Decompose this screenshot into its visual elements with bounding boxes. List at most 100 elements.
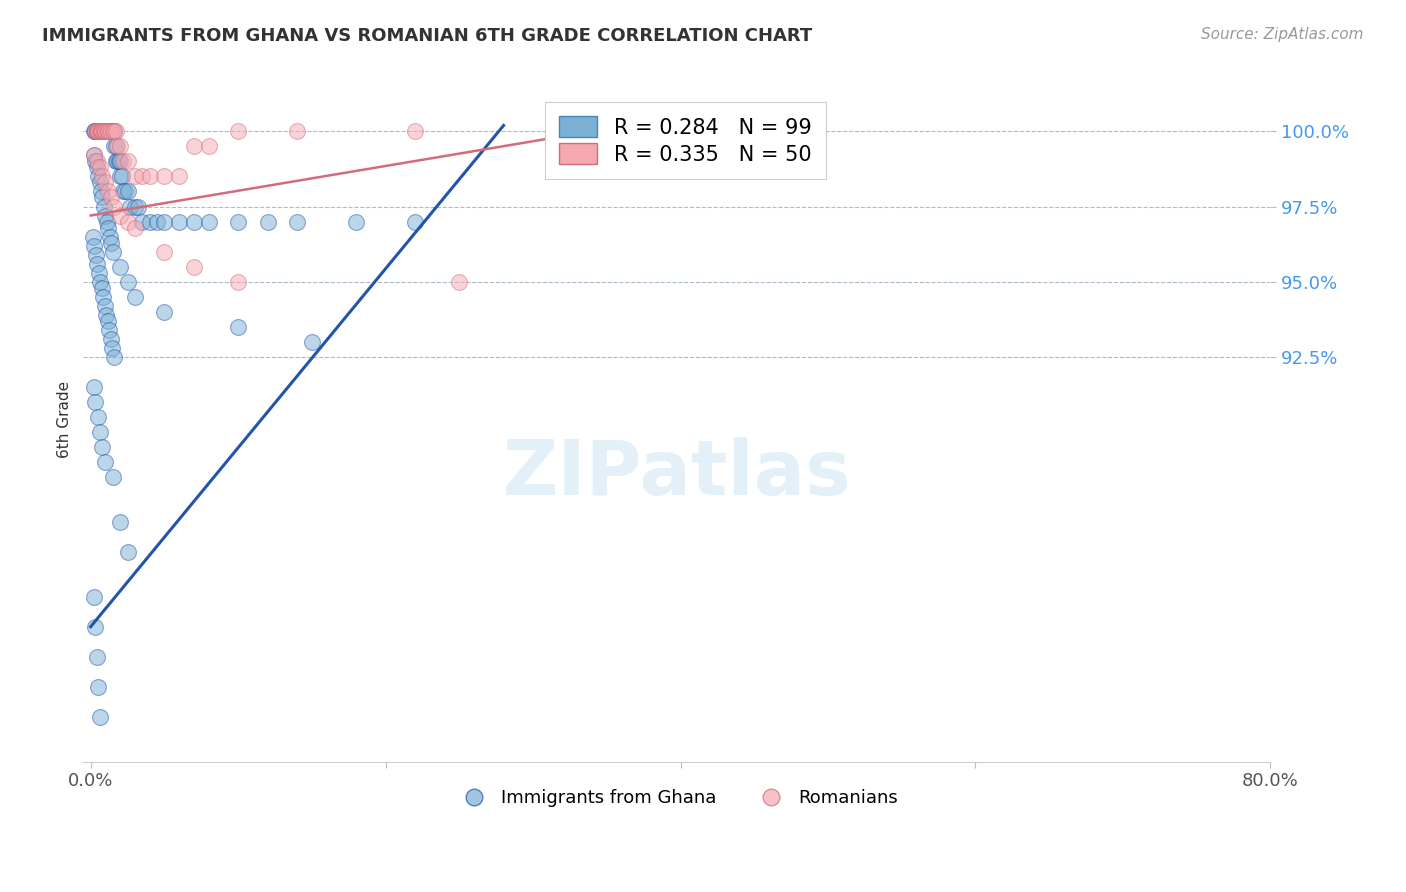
Point (84, 154, 107, 169)
Point (138, 214, 160, 228)
Point (93, 124, 115, 138)
Point (93, 200, 115, 214)
Point (83, 124, 105, 138)
Point (94, 124, 117, 138)
Point (87, 409, 110, 424)
Point (256, 214, 278, 228)
Point (89, 425, 111, 439)
Point (96, 124, 118, 138)
Point (84, 124, 107, 138)
Point (86, 256, 108, 270)
Point (86, 649, 108, 664)
Point (101, 124, 124, 138)
Point (138, 169, 160, 184)
Point (94, 176, 117, 190)
Point (131, 169, 153, 184)
Point (97, 124, 120, 138)
Point (226, 319, 249, 334)
Point (97, 313, 120, 327)
Point (94, 209, 117, 223)
Point (84, 124, 107, 138)
Point (100, 332, 122, 346)
Point (98, 124, 121, 138)
Point (87, 124, 110, 138)
Point (87, 124, 110, 138)
Point (114, 185, 136, 199)
Y-axis label: 6th Grade: 6th Grade (58, 381, 72, 458)
Point (91, 124, 114, 138)
Point (107, 154, 129, 169)
Point (449, 275, 471, 289)
Text: Source: ZipAtlas.com: Source: ZipAtlas.com (1201, 27, 1364, 42)
Point (93, 299, 115, 313)
Point (83, 148, 105, 162)
Point (97, 185, 120, 199)
Point (404, 124, 426, 138)
Point (197, 214, 219, 228)
Point (96, 124, 118, 138)
Point (285, 124, 308, 138)
Point (105, 139, 128, 153)
Point (84, 620, 107, 634)
Point (117, 185, 139, 199)
Point (153, 169, 176, 184)
Point (108, 169, 131, 184)
Point (100, 124, 122, 138)
Point (97, 124, 120, 138)
Point (83, 379, 105, 393)
Point (93, 124, 115, 138)
Point (104, 154, 127, 169)
Point (97, 220, 120, 235)
Point (183, 214, 205, 228)
Legend: Immigrants from Ghana, Romanians: Immigrants from Ghana, Romanians (449, 782, 905, 814)
Point (100, 124, 122, 138)
Point (89, 275, 111, 289)
Point (91, 289, 114, 303)
Point (153, 214, 176, 228)
Point (94, 124, 117, 138)
Point (104, 124, 127, 138)
Point (87, 680, 110, 694)
Point (117, 544, 139, 558)
Point (101, 469, 124, 483)
Point (91, 124, 114, 138)
Point (124, 289, 146, 303)
Point (301, 334, 323, 349)
Point (96, 124, 118, 138)
Point (90, 124, 112, 138)
Point (103, 124, 125, 138)
Point (94, 308, 117, 322)
Point (86, 124, 108, 138)
Point (404, 214, 426, 228)
Point (96, 214, 118, 228)
Point (105, 154, 128, 169)
Point (86, 124, 108, 138)
Point (112, 185, 135, 199)
Point (98, 124, 121, 138)
Point (84, 247, 107, 261)
Point (91, 190, 114, 204)
Point (146, 214, 169, 228)
Point (98, 124, 121, 138)
Point (91, 440, 114, 454)
Point (112, 154, 135, 169)
Point (94, 124, 117, 138)
Point (120, 200, 142, 214)
Point (94, 124, 117, 138)
Point (89, 124, 111, 138)
Point (90, 185, 112, 199)
Point (98, 229, 121, 244)
Point (86, 161, 108, 175)
Point (83, 238, 105, 252)
Point (90, 124, 112, 138)
Point (124, 220, 146, 235)
Point (108, 154, 131, 169)
Point (82, 229, 104, 244)
Point (91, 124, 114, 138)
Point (124, 169, 146, 184)
Point (89, 124, 111, 138)
Point (84, 394, 107, 409)
Point (98, 322, 121, 336)
Point (104, 139, 127, 153)
Point (87, 124, 110, 138)
